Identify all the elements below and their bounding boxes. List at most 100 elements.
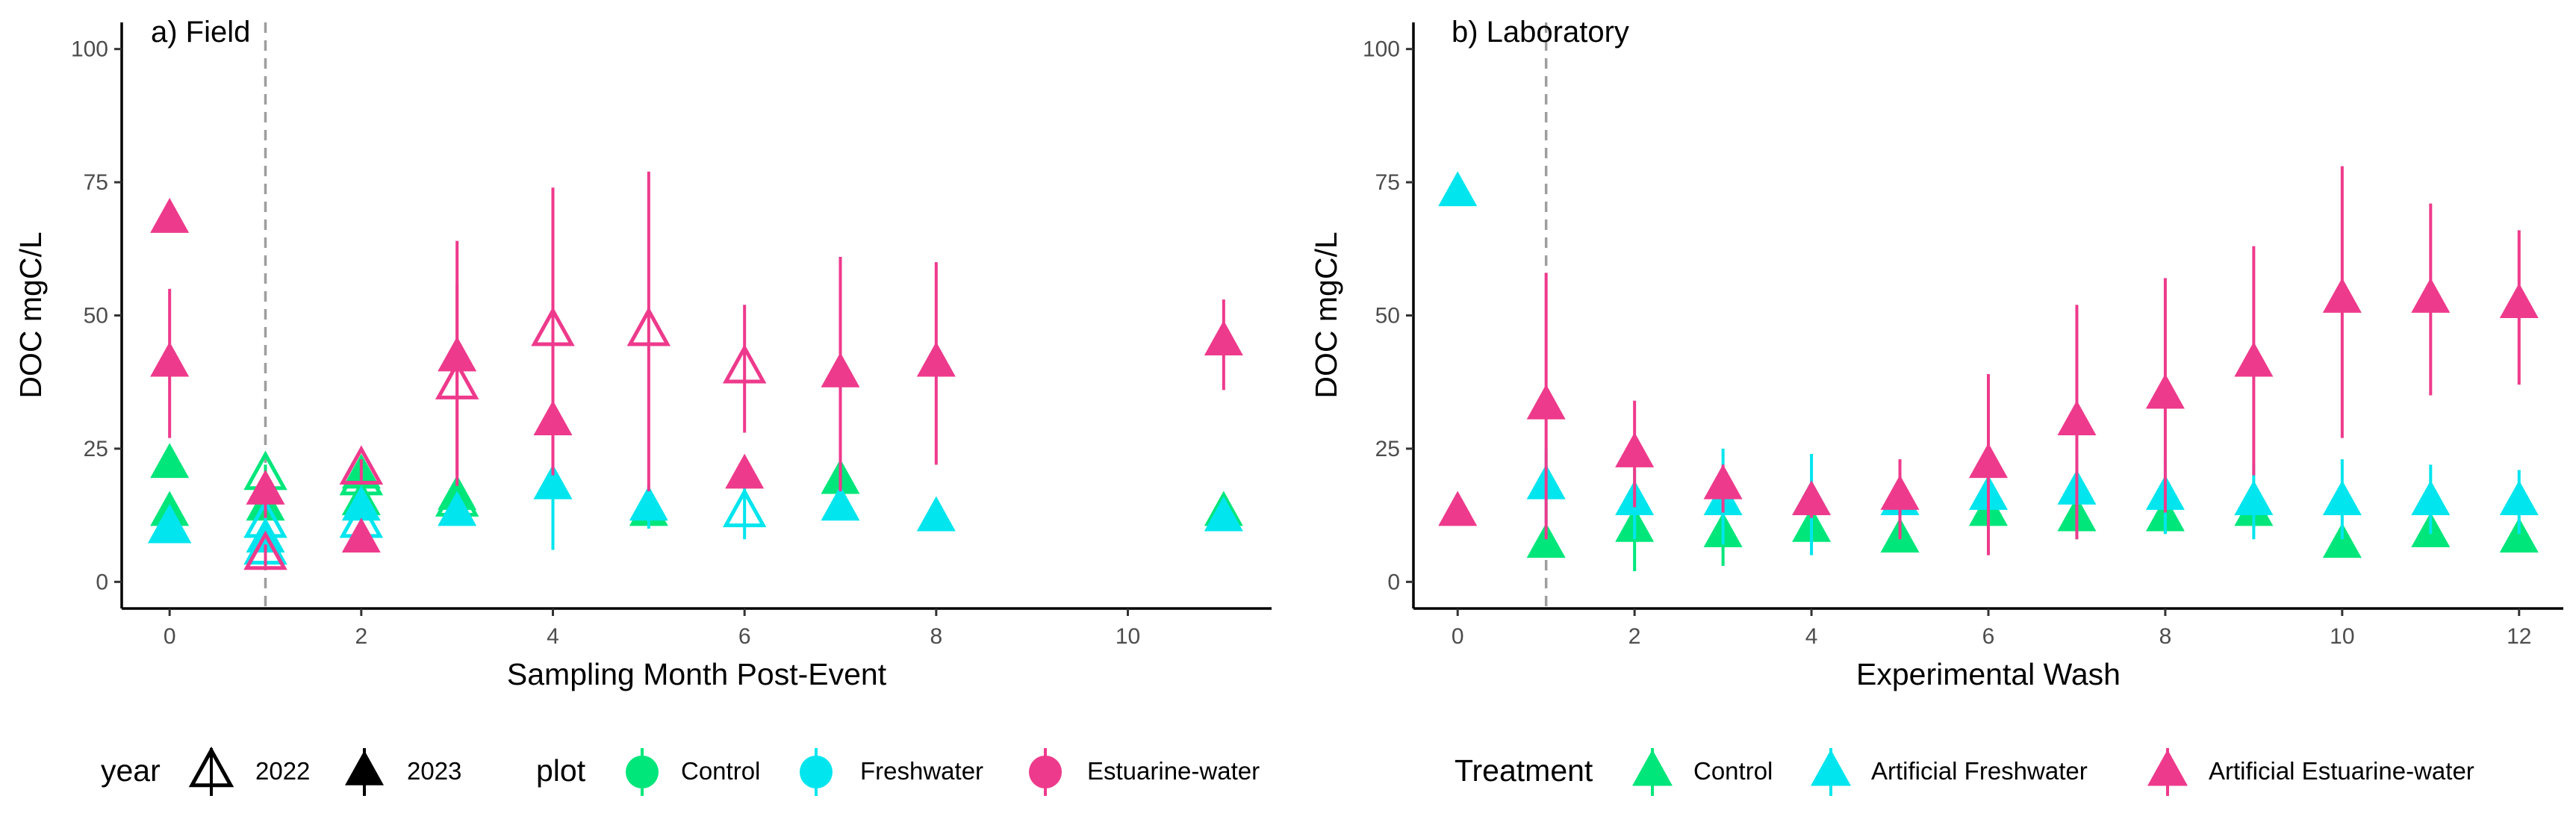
- panel-b-laboratory: 0 25 50 75 100 0 2 4 6 8 10 12 b) Laboratory Exper…: [1309, 16, 2563, 796]
- panel-b-point: [1969, 443, 2008, 479]
- panel-a-y-tick-label: 0: [96, 570, 108, 594]
- panel-b-x-tick-label: 0: [1452, 624, 1464, 649]
- panel-a-point: [531, 306, 575, 346]
- panel-a-point: [821, 352, 860, 388]
- legend-plot-estuarine-label: Estuarine-water: [1087, 757, 1260, 785]
- panel-b-x-tick-label: 12: [2507, 624, 2531, 649]
- panel-b-point: [2234, 480, 2274, 516]
- panel-b-point: [1526, 523, 1566, 558]
- legend-year-title: year: [101, 753, 161, 788]
- panel-a-x-tick-label: 4: [547, 624, 559, 649]
- panel-b-point: [2499, 517, 2539, 553]
- panel-b-x-ticks: 0 2 4 6 8 10 12: [1452, 609, 2531, 649]
- panel-a-field: 0 25 50 75 100 0 2 4 6 8 10 a) Field Sampling Mon…: [13, 16, 1272, 796]
- legend-treatment-key: [1811, 749, 1851, 786]
- panel-b-y-tick-label: 75: [1375, 170, 1400, 195]
- panel-b-y-tick-label: 25: [1375, 437, 1400, 461]
- panel-b-point: [2499, 283, 2539, 319]
- panel-a-point: [722, 488, 767, 528]
- panel-a-point: [1204, 496, 1243, 532]
- panel-b-point: [2411, 480, 2451, 516]
- panel-b-point: [1438, 171, 1478, 207]
- panel-a-point: [916, 496, 956, 532]
- panel-a-point: [916, 341, 956, 377]
- panel-b-point: [2057, 400, 2097, 436]
- panel-a-title: a) Field: [151, 16, 250, 49]
- panel-b-point: [1880, 475, 1920, 510]
- legend-plot-key: [626, 756, 659, 788]
- legend-plot-key: [800, 756, 833, 788]
- panel-a-point: [150, 443, 190, 479]
- panel-a-y-tick-label: 100: [71, 37, 108, 62]
- legend-treatment-key: [2147, 749, 2188, 786]
- panel-a-point: [150, 198, 190, 233]
- panel-a-marks: [147, 171, 1243, 570]
- panel-b-point: [2234, 341, 2274, 377]
- panel-a-y-tick-label: 50: [84, 304, 108, 329]
- legend-plot-key: [1029, 756, 1062, 788]
- panel-b-x-tick-label: 4: [1805, 624, 1818, 649]
- legend-treatment-key: [1632, 749, 1673, 786]
- panel-a-x-tick-label: 10: [1116, 624, 1140, 649]
- panel-a-point: [438, 491, 477, 526]
- panel-b-point: [2499, 480, 2539, 516]
- panel-a-point: [1204, 320, 1243, 355]
- panel-b-x-tick-label: 2: [1628, 624, 1641, 649]
- panel-b-x-tick-label: 10: [2330, 624, 2354, 649]
- panel-a-point: [435, 360, 479, 399]
- legend-plot-freshwater-label: Freshwater: [860, 757, 983, 785]
- panel-b-plot-area: 0 25 50 75 100 0 2 4 6 8 10 12: [1363, 22, 2563, 649]
- panel-b-x-axis-title: Experimental Wash: [1856, 657, 2121, 691]
- panel-b-y-ticks: 0 25 50 75 100: [1363, 37, 1413, 594]
- panel-b-point: [2322, 278, 2362, 313]
- legend-year-2023-key: [345, 750, 384, 785]
- panel-a-y-tick-label: 25: [84, 437, 108, 461]
- legend-plot-control-label: Control: [681, 757, 760, 785]
- panel-a-point: [725, 453, 765, 489]
- panel-a-point: [821, 485, 860, 521]
- panel-a-point: [722, 343, 767, 384]
- panel-b-title: b) Laboratory: [1452, 16, 1629, 49]
- legend-treatment-freshwater-label: Artificial Freshwater: [1871, 757, 2088, 785]
- panel-b-y-axis-title: DOC mgC/L: [1309, 231, 1343, 398]
- panel-a-point: [246, 469, 285, 505]
- panel-a-x-tick-label: 6: [738, 624, 751, 649]
- panel-a-y-tick-label: 75: [84, 170, 108, 195]
- panel-b-point: [1438, 491, 1478, 526]
- panel-a-point: [147, 503, 192, 544]
- panel-b-y-tick-label: 100: [1363, 37, 1400, 62]
- panel-b-point: [1703, 464, 1743, 499]
- panel-b-x-tick-label: 6: [1982, 624, 1995, 649]
- legend-year-2022-label: 2022: [255, 757, 310, 785]
- panel-a-x-tick-label: 0: [164, 624, 176, 649]
- legend-treatment-estuarine-label: Artificial Estuarine-water: [2209, 757, 2474, 785]
- panel-b-y-tick-label: 50: [1375, 304, 1400, 329]
- panel-b-point: [2322, 480, 2362, 516]
- panel-a-y-ticks: 0 25 50 75 100: [71, 37, 122, 594]
- panel-b-point: [1792, 480, 1832, 516]
- panel-b-y-tick-label: 0: [1387, 570, 1400, 594]
- legend-plot-title: plot: [536, 753, 586, 788]
- panel-a-x-axis-title: Sampling Month Post-Event: [507, 657, 887, 691]
- panel-b-point: [2322, 523, 2362, 558]
- panel-b-point: [1615, 432, 1655, 467]
- panel-a-point: [629, 485, 668, 521]
- legend-treatment-control-label: Control: [1693, 757, 1773, 785]
- panel-a-point: [243, 530, 287, 570]
- panel-a-x-ticks: 0 2 4 6 8 10: [164, 609, 1140, 649]
- panel-b-point: [2411, 278, 2451, 313]
- panel-b-marks: [1438, 166, 2539, 572]
- panel-a-x-tick-label: 2: [355, 624, 367, 649]
- panel-a-point: [533, 464, 573, 499]
- panel-a-plot-area: 0 25 50 75 100 0 2 4 6 8 10: [71, 22, 1272, 649]
- legend-year-2022-key: [188, 746, 234, 788]
- panel-b-x-tick-label: 8: [2159, 624, 2172, 649]
- panel-b-point: [2145, 373, 2185, 409]
- panel-a-point: [626, 306, 671, 346]
- legend-treatment-title: Treatment: [1455, 753, 1593, 788]
- panel-a-color-legend: plot Control Freshwater Estuarine-water: [536, 748, 1260, 796]
- panel-a-point: [150, 341, 190, 377]
- panel-a-y-axis-title: DOC mgC/L: [13, 231, 48, 398]
- panel-b-legend: Treatment Control Artificial Freshwater …: [1455, 748, 2474, 796]
